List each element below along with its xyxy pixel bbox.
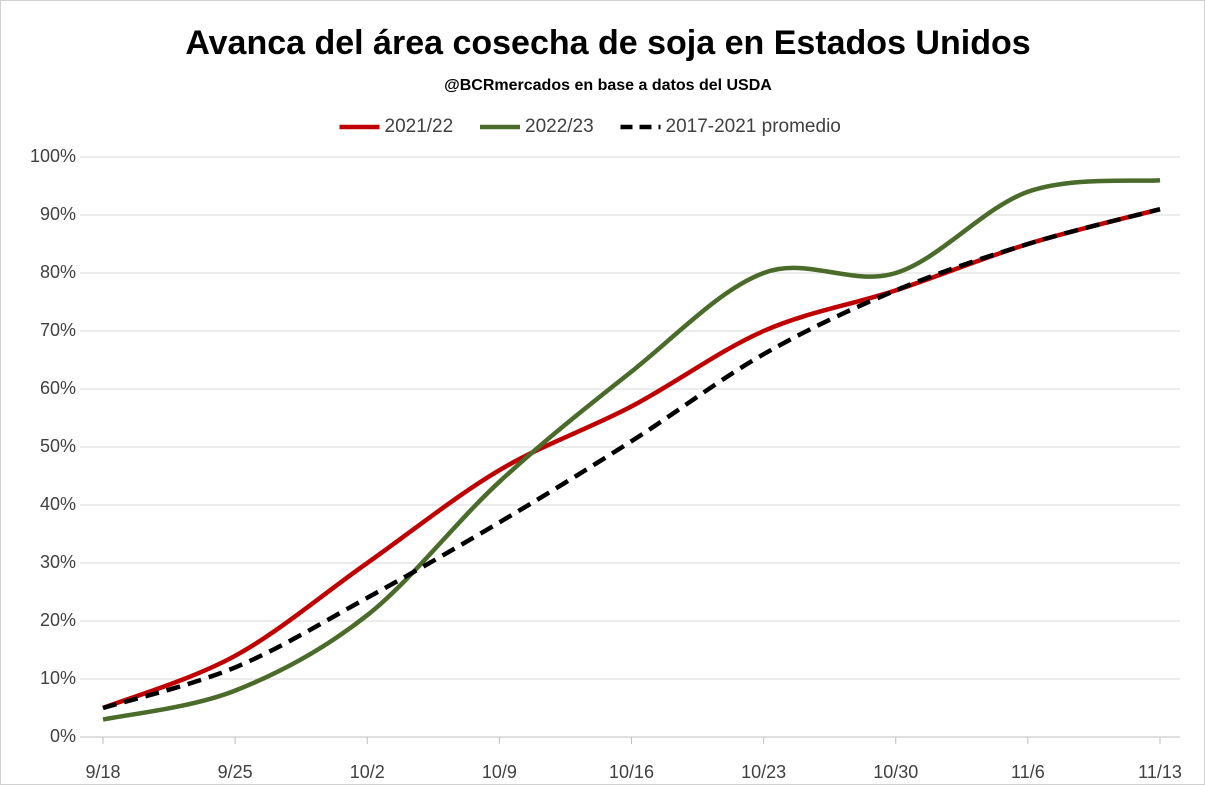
x-tick-label: 11/13 <box>1138 762 1182 782</box>
series-line <box>102 207 1161 711</box>
y-tick-label: 20% <box>40 610 76 630</box>
y-tick-label: 60% <box>40 378 76 398</box>
x-tick-label: 10/30 <box>873 762 918 782</box>
legend-label: 2017-2021 promedio <box>666 116 841 137</box>
chart-subtitle: @BCRmercados en base a datos del USDA <box>444 77 772 94</box>
y-tick-label: 90% <box>40 204 76 224</box>
series-line <box>102 207 1161 711</box>
x-tick-label: 10/9 <box>482 762 517 782</box>
y-tick-label: 80% <box>40 262 76 282</box>
y-tick-label: 70% <box>40 320 76 340</box>
series-line <box>102 177 1161 722</box>
x-tick-label: 11/6 <box>1011 762 1045 782</box>
legend-label: 2022/23 <box>525 116 594 137</box>
y-tick-label: 50% <box>40 436 76 456</box>
x-tick-label: 10/23 <box>741 762 786 782</box>
x-tick-label: 10/2 <box>350 762 385 782</box>
y-tick-label: 30% <box>40 552 76 572</box>
x-tick-label: 9/18 <box>85 762 120 782</box>
legend-label: 2021/22 <box>385 116 454 137</box>
x-tick-label: 10/16 <box>609 762 654 782</box>
x-tick-label: 9/25 <box>218 762 253 782</box>
y-tick-label: 0% <box>50 726 76 746</box>
y-tick-label: 10% <box>40 668 76 688</box>
y-tick-label: 100% <box>30 146 76 166</box>
y-tick-label: 40% <box>40 494 76 514</box>
chart-title: Avanca del área cosecha de soja en Estad… <box>185 24 1030 62</box>
legend: 2021/22 2022/23 2017-2021 promedio <box>339 116 841 137</box>
